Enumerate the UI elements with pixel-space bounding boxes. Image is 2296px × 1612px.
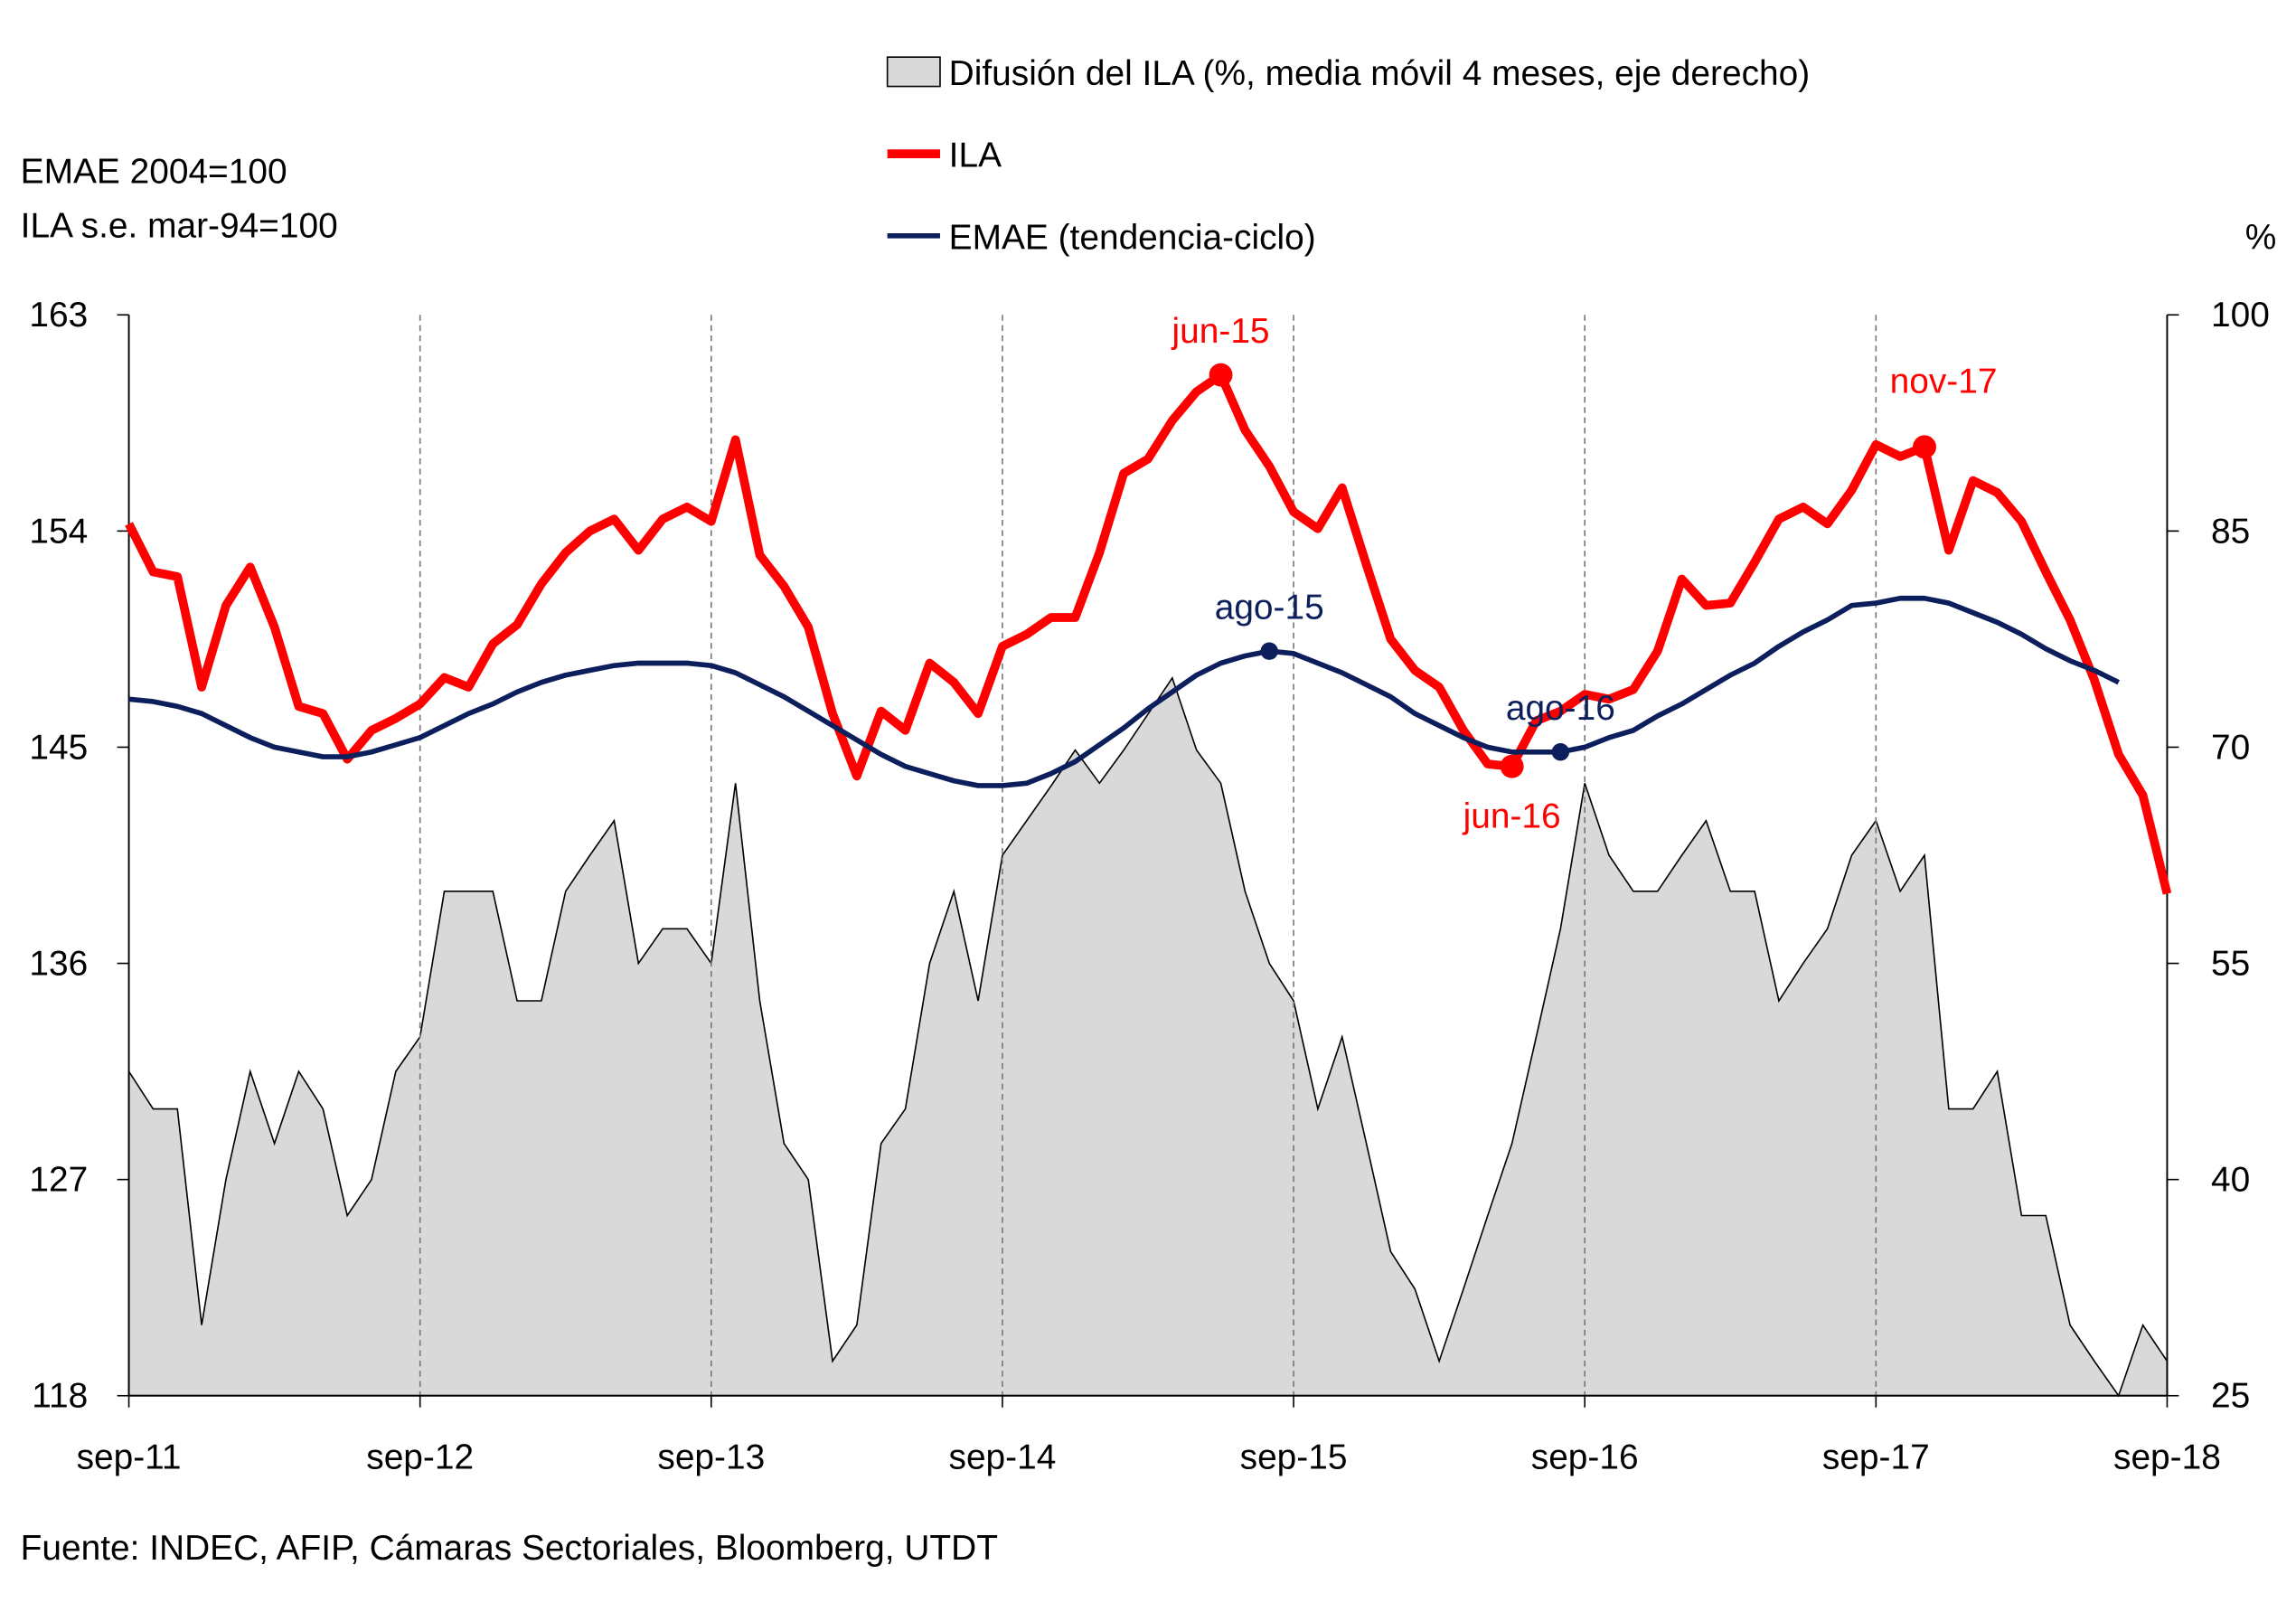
series-line-emae: [128, 595, 2121, 788]
x-tick-label: sep-18: [2113, 1438, 2221, 1477]
left-tick-label: 118: [32, 1377, 88, 1416]
source-note: Fuente: INDEC, AFIP, Cámaras Sectoriales…: [21, 1529, 998, 1568]
right-tick-label: 55: [2211, 945, 2250, 984]
x-tick-label: sep-15: [1240, 1438, 1348, 1477]
right-tick-label: 100: [2211, 296, 2270, 335]
annotation-jun-16: jun-16: [1463, 797, 1561, 836]
left-tick-label: 145: [29, 728, 88, 767]
plot-area: sep-11 sep-12 sep-13 sep-14 sep-15 sep-16 sep-…: [29, 296, 2270, 1477]
legend-swatch-diffusion: [886, 56, 941, 88]
right-tick-label: 25: [2211, 1377, 2250, 1416]
marker-ago-15: [1260, 642, 1278, 660]
right-tick-label: 70: [2211, 728, 2250, 767]
legend-label-emae: EMAE (tendencia-ciclo): [949, 218, 1316, 257]
legend: Difusión del ILA (%, media móvil 4 meses…: [886, 54, 1811, 257]
left-tick-label: 127: [29, 1161, 88, 1200]
diffusion-area: [127, 676, 2169, 1398]
left-tick-label: 136: [29, 945, 88, 984]
x-tick-label: sep-17: [1822, 1438, 1930, 1477]
legend-label-ila: ILA: [949, 137, 1002, 175]
x-tick-label: sep-12: [366, 1438, 474, 1477]
annotation-ago-16: ago-16: [1506, 689, 1615, 728]
right-tick-label: 85: [2211, 512, 2250, 551]
annotation-nov-17: nov-17: [1890, 362, 1998, 401]
x-tick-label: sep-14: [949, 1438, 1057, 1477]
annotation-ago-15: ago-15: [1215, 589, 1324, 627]
x-tick-label: sep-16: [1531, 1438, 1639, 1477]
marker-jun-15: [1209, 363, 1233, 387]
left-axis-title-line2: ILA s.e. mar-94=100: [21, 206, 338, 245]
marker-jun-16: [1500, 754, 1524, 778]
right-axis-title: %: [2245, 218, 2277, 257]
left-tick-label: 163: [29, 296, 88, 335]
marker-ago-16: [1551, 743, 1570, 761]
marker-nov-17: [1913, 435, 1936, 459]
left-axis-title-line1: EMAE 2004=100: [21, 152, 287, 191]
left-tick-label: 154: [29, 512, 88, 551]
x-tick-label: sep-13: [657, 1438, 765, 1477]
legend-label-diffusion: Difusión del ILA (%, media móvil 4 meses…: [949, 54, 1811, 93]
right-tick-label: 40: [2211, 1161, 2250, 1200]
annotation-jun-15: jun-15: [1172, 312, 1270, 351]
x-tick-label: sep-11: [77, 1438, 182, 1477]
series-line-ila: [125, 370, 2172, 895]
